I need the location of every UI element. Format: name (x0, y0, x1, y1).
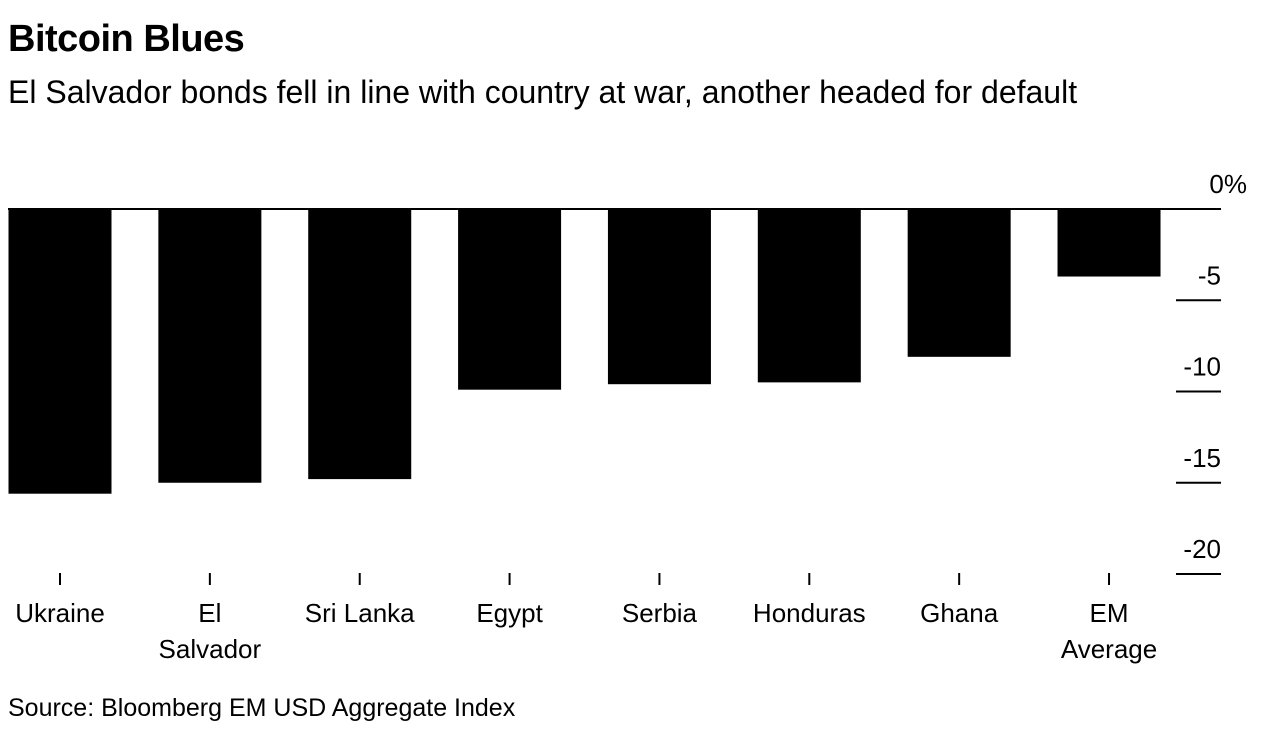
x-tick-label: Honduras (753, 598, 866, 628)
bar (158, 209, 262, 483)
x-tick-label: El Salvador (159, 598, 262, 664)
bar (1057, 209, 1161, 277)
x-tick-label: Sri Lanka (305, 598, 415, 628)
bar (458, 209, 562, 390)
x-tick-label: Ukraine (15, 598, 105, 628)
y-tick-label: -15 (1183, 443, 1221, 473)
bar (757, 209, 861, 383)
bar (907, 209, 1011, 357)
bar (308, 209, 412, 480)
y-tick-label: 0% (1209, 169, 1247, 199)
y-tick-label: -20 (1183, 534, 1221, 564)
x-tick-label: Ghana (920, 598, 999, 628)
x-tick-label: Egypt (476, 598, 543, 628)
bar (8, 209, 112, 494)
chart-title: Bitcoin Blues (8, 18, 245, 60)
y-tick-label: -10 (1183, 352, 1221, 382)
bar (607, 209, 711, 385)
y-tick-label: -5 (1198, 260, 1221, 290)
x-tick-label: EM Average (1061, 598, 1157, 664)
chart-subtitle: El Salvador bonds fell in line with coun… (8, 74, 1078, 110)
x-tick-label: Serbia (622, 598, 698, 628)
source-note: Source: Bloomberg EM USD Aggregate Index (8, 694, 516, 722)
